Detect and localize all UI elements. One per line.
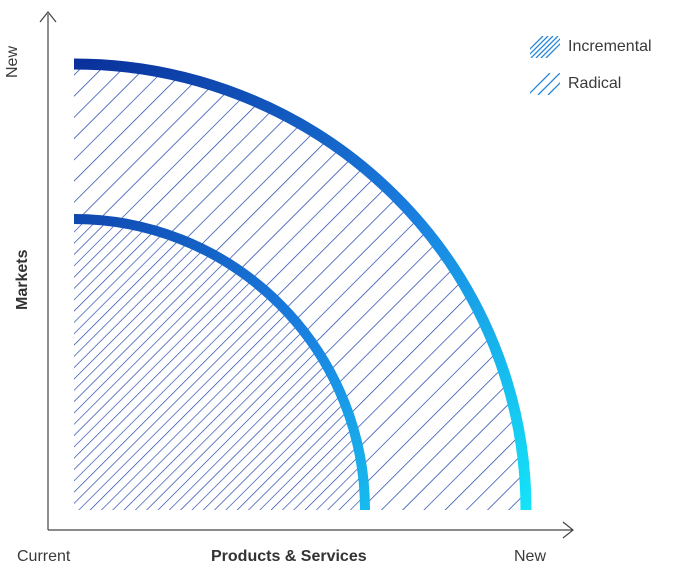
radical-boundary-arc (73, 58, 532, 511)
x-axis-right-label: New (514, 548, 547, 565)
axes (39, 11, 574, 539)
legend-item-radical: Radical (530, 73, 652, 95)
hatch-dense-icon (530, 36, 560, 58)
incremental-boundary-arc (73, 214, 370, 511)
legend-item-incremental: Incremental (530, 36, 652, 58)
hatch-sparse-icon (530, 73, 560, 95)
y-axis-top-label: New (4, 45, 21, 78)
x-axis-arrow-icon (562, 521, 574, 539)
legend-label: Incremental (568, 38, 652, 55)
x-axis-left-label: Current (17, 548, 71, 565)
x-axis-title: Products & Services (211, 548, 367, 565)
y-axis-arrow-icon (39, 11, 57, 23)
y-axis-title: Markets (14, 249, 31, 310)
legend: Incremental Radical (530, 36, 652, 110)
legend-label: Radical (568, 75, 622, 92)
